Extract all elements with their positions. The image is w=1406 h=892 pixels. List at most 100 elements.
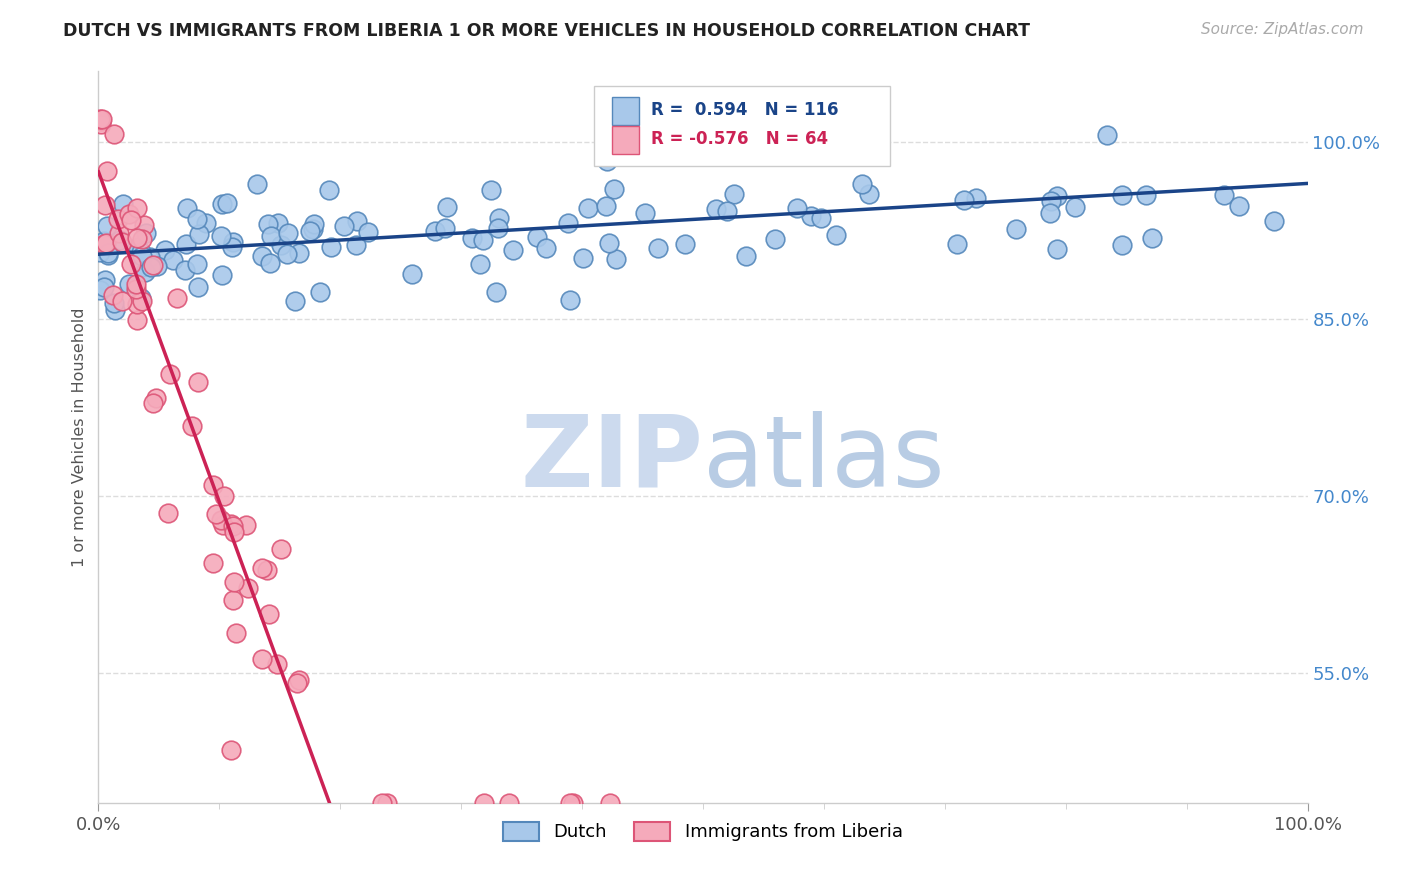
Point xyxy=(120,256,142,270)
Point xyxy=(221,235,243,250)
Point xyxy=(129,244,152,259)
Point xyxy=(599,796,621,810)
Text: R =  0.594   N = 116: R = 0.594 N = 116 xyxy=(651,101,838,120)
Point xyxy=(560,796,582,810)
Point xyxy=(96,219,118,233)
Point xyxy=(287,675,309,690)
Point xyxy=(238,581,260,595)
Point xyxy=(181,419,204,434)
Point xyxy=(222,519,245,533)
Point xyxy=(1111,188,1133,202)
Point xyxy=(194,216,217,230)
Point xyxy=(108,233,131,247)
Point xyxy=(479,183,502,197)
Point xyxy=(786,201,808,215)
Point xyxy=(257,607,280,621)
Point xyxy=(212,490,235,504)
Point xyxy=(333,219,356,233)
Point xyxy=(139,250,162,264)
Point xyxy=(187,375,209,389)
Point xyxy=(176,201,198,215)
Point xyxy=(221,240,243,254)
Point xyxy=(471,233,494,247)
Point xyxy=(502,243,524,257)
Point xyxy=(222,525,245,540)
Point xyxy=(270,542,292,557)
Point xyxy=(103,295,125,310)
Point xyxy=(1064,201,1087,215)
Point xyxy=(1095,128,1118,142)
Point xyxy=(215,196,238,211)
Point xyxy=(433,220,456,235)
Point xyxy=(90,112,112,126)
Point xyxy=(735,249,758,263)
Point xyxy=(90,118,112,132)
Point xyxy=(188,227,211,241)
Point xyxy=(488,211,510,225)
Point xyxy=(810,211,832,225)
Y-axis label: 1 or more Vehicles in Household: 1 or more Vehicles in Household xyxy=(72,308,87,566)
Point xyxy=(252,561,274,575)
Point xyxy=(120,213,142,227)
Point xyxy=(763,232,786,246)
Point xyxy=(252,249,274,263)
Point xyxy=(209,513,232,527)
Point xyxy=(224,575,246,590)
Point xyxy=(425,224,447,238)
Point xyxy=(225,625,247,640)
Point xyxy=(250,651,273,665)
Point xyxy=(127,312,149,326)
Point xyxy=(159,367,181,381)
Point xyxy=(89,113,111,128)
Point xyxy=(595,199,617,213)
Point xyxy=(97,248,120,262)
Point xyxy=(145,392,167,406)
Bar xyxy=(613,127,638,154)
Point xyxy=(560,293,582,308)
Point xyxy=(557,216,579,230)
Point xyxy=(94,198,117,212)
Point xyxy=(134,265,156,279)
Text: DUTCH VS IMMIGRANTS FROM LIBERIA 1 OR MORE VEHICLES IN HOUSEHOLD CORRELATION CHA: DUTCH VS IMMIGRANTS FROM LIBERIA 1 OR MO… xyxy=(63,22,1031,40)
Point xyxy=(472,796,495,810)
Point xyxy=(634,206,657,220)
Point xyxy=(461,231,484,245)
Point xyxy=(647,241,669,255)
Point xyxy=(298,224,321,238)
Point xyxy=(436,200,458,214)
Point xyxy=(221,742,243,756)
Point xyxy=(1005,221,1028,235)
Point xyxy=(603,182,626,196)
Point xyxy=(498,796,520,810)
Point xyxy=(187,280,209,294)
FancyBboxPatch shape xyxy=(595,86,890,167)
Point xyxy=(301,221,323,235)
Point xyxy=(318,183,340,197)
Point xyxy=(173,262,195,277)
Point xyxy=(125,231,148,245)
Point xyxy=(118,207,141,221)
Point xyxy=(284,293,307,308)
Text: ZIP: ZIP xyxy=(520,410,703,508)
Point xyxy=(598,235,620,250)
Point xyxy=(346,213,368,227)
Point xyxy=(131,260,153,274)
Point xyxy=(851,178,873,192)
Point xyxy=(96,164,118,178)
Point xyxy=(288,245,311,260)
Point xyxy=(572,252,595,266)
Point xyxy=(256,563,278,577)
Point xyxy=(319,240,342,254)
Point xyxy=(375,796,398,810)
Point xyxy=(596,153,619,168)
Point xyxy=(142,395,165,409)
Point xyxy=(952,194,974,208)
Point xyxy=(211,268,233,282)
Point xyxy=(111,235,134,250)
Point xyxy=(825,227,848,242)
Point xyxy=(93,234,115,248)
Point xyxy=(132,218,155,232)
Point xyxy=(270,238,292,252)
Point xyxy=(561,796,583,810)
Point xyxy=(186,211,208,226)
